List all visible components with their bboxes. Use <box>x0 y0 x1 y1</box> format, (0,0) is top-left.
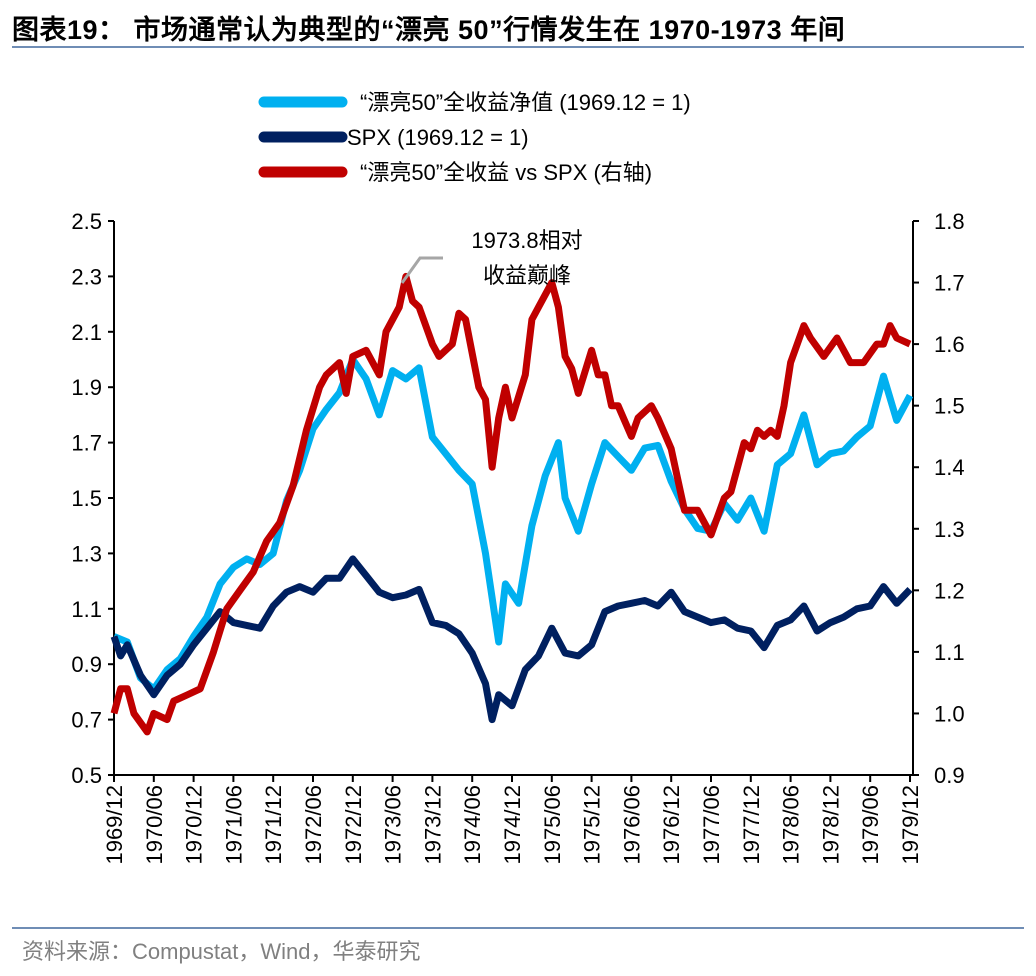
x-tick-label: 1976/06 <box>619 785 644 865</box>
right-tick-label: 1.3 <box>934 517 965 542</box>
right-tick-label: 1.5 <box>934 394 965 419</box>
axes: 0.5 0.7 0.9 1.1 1.3 1.5 1.7 1.9 2.1 2.3 2.5 0.9 1.0 1… <box>71 209 964 865</box>
series-line-1 <box>110 555 913 724</box>
x-tick-label: 1970/06 <box>142 785 167 865</box>
left-tick-label: 1.3 <box>71 541 102 566</box>
legend: “漂亮50”全收益净值 (1969.12 = 1) SPX (1969.12 = … <box>258 90 691 185</box>
x-tick-label: 1972/12 <box>341 785 366 865</box>
x-tick-label: 1979/12 <box>898 785 923 865</box>
x-tick-label: 1974/06 <box>460 785 485 865</box>
x-tick-label: 1970/12 <box>182 785 207 865</box>
left-tick-label: 1.1 <box>71 597 102 622</box>
x-tick-label: 1975/06 <box>540 785 565 865</box>
chart-title: 图表19： 市场通常认为典型的“漂亮 50”行情发生在 1970-1973 年间 <box>12 15 846 45</box>
series-line-2 <box>110 272 912 736</box>
series-line-0 <box>112 356 914 693</box>
right-tick-label: 1.2 <box>934 578 965 603</box>
left-tick-label: 1.5 <box>71 486 102 511</box>
x-tick-label: 1977/12 <box>739 785 764 865</box>
x-tick-label: 1969/12 <box>102 785 127 865</box>
x-tick-label: 1978/12 <box>818 785 843 865</box>
annotation: 1973.8相对 收益巅峰 <box>400 228 583 288</box>
x-tick-label: 1975/12 <box>580 785 605 865</box>
title-divider <box>12 46 1024 48</box>
annotation-leader-line <box>400 256 443 284</box>
x-tick-label: 1976/12 <box>659 785 684 865</box>
source-note: 资料来源：Compustat，Wind，华泰研究 <box>22 939 421 964</box>
legend-label-2: “漂亮50”全收益 vs SPX (右轴) <box>360 160 652 185</box>
x-tick-label: 1974/12 <box>500 785 525 865</box>
right-tick-label: 1.1 <box>934 640 965 665</box>
left-tick-label: 2.5 <box>71 209 102 234</box>
x-tick-label: 1977/06 <box>699 785 724 865</box>
right-tick-label: 0.9 <box>934 763 965 788</box>
series-lines <box>110 272 914 736</box>
x-tick-label: 1971/06 <box>221 785 246 865</box>
x-tick-label: 1973/06 <box>381 785 406 865</box>
legend-label-0: “漂亮50”全收益净值 (1969.12 = 1) <box>360 90 691 115</box>
left-tick-label: 0.5 <box>71 763 102 788</box>
annotation-text-line2: 收益巅峰 <box>483 263 571 288</box>
x-tick-label: 1973/12 <box>420 785 445 865</box>
left-tick-label: 0.9 <box>71 652 102 677</box>
x-tick-label: 1971/12 <box>261 785 286 865</box>
right-tick-label: 1.8 <box>934 209 965 234</box>
right-tick-label: 1.7 <box>934 271 965 296</box>
x-tick-label: 1972/06 <box>301 785 326 865</box>
left-tick-label: 1.7 <box>71 431 102 456</box>
left-tick-label: 1.9 <box>71 375 102 400</box>
left-tick-label: 2.3 <box>71 264 102 289</box>
legend-label-1: SPX (1969.12 = 1) <box>347 125 529 150</box>
annotation-text-line1: 1973.8相对 <box>471 228 582 253</box>
right-tick-label: 1.6 <box>934 332 965 357</box>
left-tick-label: 2.1 <box>71 320 102 345</box>
x-tick-label: 1978/06 <box>779 785 804 865</box>
footer-divider <box>12 927 1024 929</box>
right-tick-label: 1.4 <box>934 455 965 480</box>
left-tick-label: 0.7 <box>71 708 102 733</box>
x-tick-label: 1979/06 <box>858 785 883 865</box>
right-tick-label: 1.0 <box>934 701 965 726</box>
